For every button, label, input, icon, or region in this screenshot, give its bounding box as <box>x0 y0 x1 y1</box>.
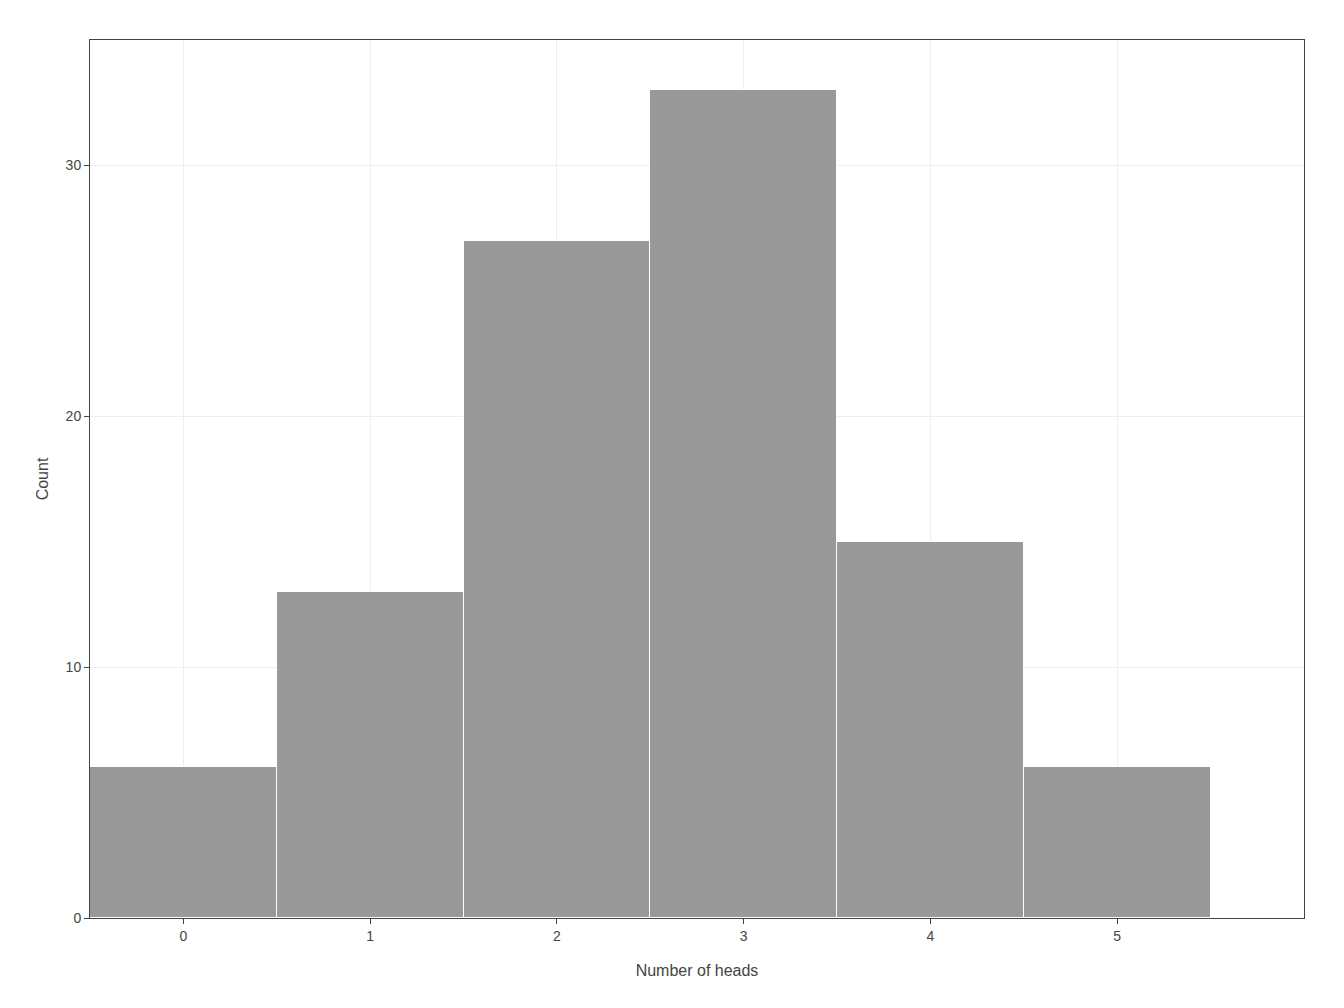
svg-text:1: 1 <box>366 928 374 944</box>
svg-text:20: 20 <box>66 408 82 424</box>
svg-text:30: 30 <box>66 157 82 173</box>
svg-text:4: 4 <box>927 928 935 944</box>
svg-text:2: 2 <box>553 928 561 944</box>
svg-text:5: 5 <box>1113 928 1121 944</box>
svg-text:Count: Count <box>34 457 51 500</box>
svg-text:0: 0 <box>179 928 187 944</box>
svg-text:Number of heads: Number of heads <box>636 962 759 979</box>
svg-text:3: 3 <box>740 928 748 944</box>
svg-text:10: 10 <box>66 659 82 675</box>
svg-text:0: 0 <box>73 910 81 926</box>
